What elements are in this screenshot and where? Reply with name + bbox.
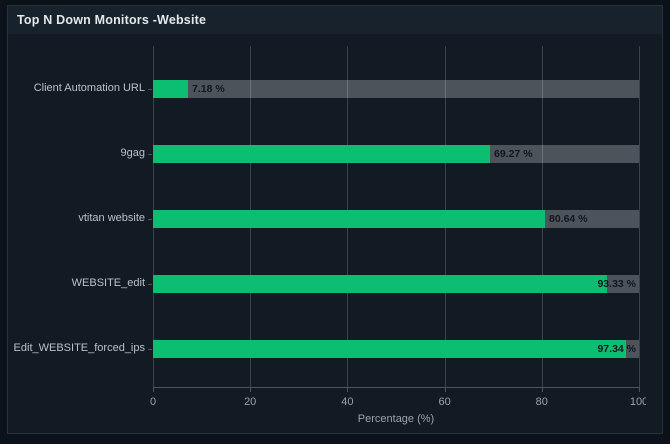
bar-fill[interactable]	[153, 340, 626, 358]
category-label: vtitan website	[78, 212, 145, 224]
x-axis-tick-60	[444, 387, 446, 392]
x-axis-tick-40	[347, 387, 349, 392]
bar-chart: 0 20 40 60 80 100 Percentage (%) Client Automat…	[8, 6, 646, 433]
y-axis-tick	[148, 154, 152, 155]
widget-title: Top N Down Monitors -Website	[17, 13, 207, 27]
widget-header: Top N Down Monitors -Website	[8, 6, 662, 34]
x-axis-tick-label: 80	[535, 396, 548, 408]
x-axis-tick-80	[541, 387, 543, 392]
x-axis-tick-label: 100	[629, 396, 646, 408]
gridline-x-100	[639, 46, 640, 387]
y-axis-tick	[148, 349, 152, 350]
y-axis-tick	[148, 219, 152, 220]
x-axis-line	[153, 387, 639, 388]
x-axis-tick-label: 20	[244, 396, 257, 408]
bar-fill[interactable]	[153, 80, 188, 98]
y-axis-tick	[148, 89, 152, 90]
x-axis-tick-label: 40	[341, 396, 354, 408]
y-axis-tick	[148, 284, 152, 285]
bar-fill[interactable]	[153, 145, 490, 163]
bar-value-label: 69.27 %	[494, 148, 533, 160]
x-axis-tick-0	[153, 387, 154, 392]
x-axis-title: Percentage (%)	[357, 413, 435, 425]
bar-value-label: 97.34 %	[597, 343, 636, 355]
monitor-widget-panel: Top N Down Monitors -Website 0 20 40 60 80 10…	[7, 5, 663, 434]
category-label: Edit_WEBSITE_forced_ips	[13, 342, 145, 354]
category-label: 9gag	[120, 147, 145, 159]
x-axis-tick-20	[250, 387, 252, 392]
x-axis-tick-label: 60	[438, 396, 451, 408]
bar-value-label: 80.64 %	[549, 213, 588, 225]
category-label: Client Automation URL	[33, 82, 145, 94]
bar-track: 69.27 %	[153, 145, 639, 163]
bar-value-label: 7.18 %	[192, 83, 225, 95]
bar-track: 93.33 %	[153, 275, 639, 293]
category-label: WEBSITE_edit	[71, 277, 145, 289]
bar-track: 97.34 %	[153, 340, 639, 358]
bar-value-label: 93.33 %	[597, 278, 636, 290]
bar-fill[interactable]	[153, 210, 545, 228]
bar-track: 80.64 %	[153, 210, 639, 228]
x-axis-tick-label: 0	[149, 396, 157, 408]
x-axis-tick-100	[639, 387, 640, 392]
bar-fill[interactable]	[153, 275, 607, 293]
bar-track: 7.18 %	[153, 80, 639, 98]
